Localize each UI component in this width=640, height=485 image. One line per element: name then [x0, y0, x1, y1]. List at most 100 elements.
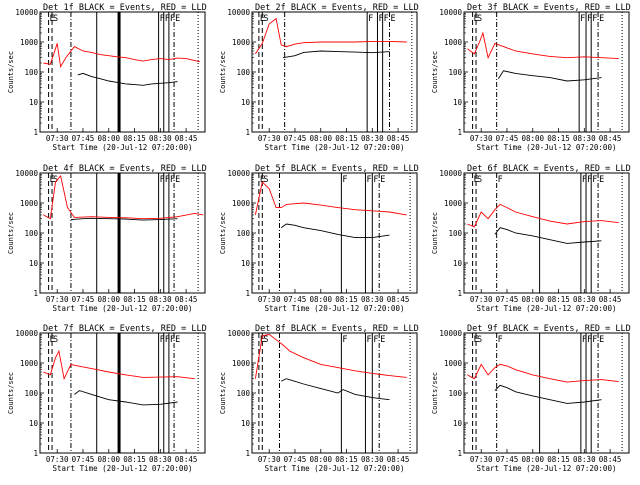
y-tick-label: 100	[236, 389, 250, 398]
y-tick-label: 10000	[15, 329, 38, 338]
x-axis-label: Start Time (20-Jul-12 07:20:00)	[53, 304, 193, 313]
x-tick-label: 08:45	[387, 455, 410, 464]
y-tick-label: 1000	[232, 359, 251, 368]
panel-det-8: Det 8f BLACK = Events, RED = LLD Counts/s…	[219, 324, 419, 473]
y-tick-label: 100	[448, 68, 462, 77]
series-lld-line	[467, 31, 619, 60]
panel-title: Det 8f BLACK = Events, RED = LLD	[255, 324, 419, 334]
x-tick-label: 08:45	[175, 295, 198, 304]
event-label: F	[165, 14, 170, 24]
y-tick-label: 1	[33, 128, 38, 137]
x-tick-label: 07:30	[258, 295, 281, 304]
x-tick-label: 07:30	[470, 295, 493, 304]
series-events-line	[70, 217, 178, 221]
series-events-line	[282, 50, 390, 59]
series-lld-line	[43, 349, 195, 381]
event-label: E	[175, 14, 180, 24]
y-tick-label: 100	[236, 68, 250, 77]
x-tick-label: 07:45	[72, 295, 95, 304]
event-label: E	[599, 14, 604, 24]
event-label: F	[160, 175, 165, 185]
series-events-line	[74, 390, 178, 406]
y-axis-label: Counts/sec	[431, 212, 439, 254]
x-tick-label: 08:15	[547, 295, 570, 304]
y-axis-label: Counts/sec	[219, 212, 227, 254]
panel-title: Det 5f BLACK = Events, RED = LLD	[255, 164, 419, 174]
x-tick-label: 08:30	[573, 295, 596, 304]
x-tick-label: 08:15	[123, 455, 146, 464]
x-axis-label: Start Time (20-Jul-12 07:20:00)	[53, 464, 193, 473]
x-tick-label: 08:45	[599, 134, 622, 143]
y-tick-label: 10000	[227, 169, 250, 178]
y-tick-label: 1	[457, 449, 462, 458]
y-tick-label: 100	[24, 229, 38, 238]
event-label: E	[50, 175, 55, 185]
event-label: F	[378, 14, 383, 24]
y-tick-label: 100	[448, 389, 462, 398]
event-label: E	[175, 175, 180, 185]
x-tick-label: 07:45	[284, 295, 307, 304]
event-label: S	[263, 14, 268, 24]
x-axis-label: Start Time (20-Jul-12 07:20:00)	[477, 143, 617, 152]
y-axis-label: Counts/sec	[431, 51, 439, 93]
event-label: E	[391, 14, 396, 24]
y-axis-label: Counts/sec	[7, 51, 15, 93]
x-tick-label: 08:15	[335, 455, 358, 464]
y-tick-label: 10	[453, 419, 463, 428]
plot-frame	[463, 172, 630, 294]
x-axis-label: Start Time (20-Jul-12 07:20:00)	[265, 143, 405, 152]
event-label: S	[477, 175, 482, 185]
y-tick-label: 100	[236, 229, 250, 238]
event-label: S	[53, 335, 58, 345]
y-tick-label: 1000	[20, 38, 39, 47]
event-label: S	[263, 335, 268, 345]
x-tick-label: 08:15	[547, 455, 570, 464]
event-label: F	[170, 335, 175, 345]
x-tick-label: 08:30	[361, 134, 384, 143]
x-axis-label: Start Time (20-Jul-12 07:20:00)	[265, 304, 405, 313]
event-label: F	[587, 175, 592, 185]
x-axis-label: Start Time (20-Jul-12 07:20:00)	[477, 304, 617, 313]
event-label: F	[582, 335, 587, 345]
x-tick-label: 07:30	[258, 134, 281, 143]
y-tick-label: 1000	[20, 359, 39, 368]
event-label: E	[599, 175, 604, 185]
event-label: F	[170, 175, 175, 185]
y-axis-label: Counts/sec	[7, 212, 15, 254]
series-events-line	[281, 378, 390, 401]
x-tick-label: 08:45	[599, 455, 622, 464]
x-tick-label: 08:15	[335, 134, 358, 143]
series-lld-line	[43, 43, 200, 69]
plot-frame	[251, 172, 418, 294]
y-tick-label: 1	[245, 449, 250, 458]
x-axis-label: Start Time (20-Jul-12 07:20:00)	[265, 464, 405, 473]
event-label: E	[50, 335, 55, 345]
y-tick-label: 1	[245, 289, 250, 298]
y-tick-label: 1000	[232, 199, 251, 208]
event-label: F	[342, 175, 347, 185]
panel-det-2: Det 2f BLACK = Events, RED = LLD Counts/s…	[219, 3, 419, 152]
x-tick-label: 08:45	[175, 455, 198, 464]
y-tick-label: 10000	[15, 8, 38, 17]
event-label: F	[368, 14, 373, 24]
event-label: F	[498, 335, 503, 345]
event-label: F	[160, 335, 165, 345]
event-label: F	[373, 335, 378, 345]
x-tick-label: 07:30	[258, 455, 281, 464]
series-lld-line	[467, 203, 619, 228]
panel-det-4: Det 4f BLACK = Events, RED = LLD Counts/s…	[7, 164, 207, 313]
x-tick-label: 07:45	[496, 455, 519, 464]
y-tick-label: 1000	[444, 359, 463, 368]
y-tick-label: 10	[453, 259, 463, 268]
x-tick-label: 07:30	[470, 455, 493, 464]
y-tick-label: 100	[24, 389, 38, 398]
event-label: E	[380, 175, 385, 185]
event-label: F	[373, 175, 378, 185]
series-events-line	[494, 384, 602, 404]
x-tick-label: 08:15	[547, 134, 570, 143]
x-tick-label: 07:30	[46, 134, 69, 143]
event-label: F	[165, 175, 170, 185]
event-label: E	[260, 175, 265, 185]
x-tick-label: 08:00	[97, 295, 120, 304]
